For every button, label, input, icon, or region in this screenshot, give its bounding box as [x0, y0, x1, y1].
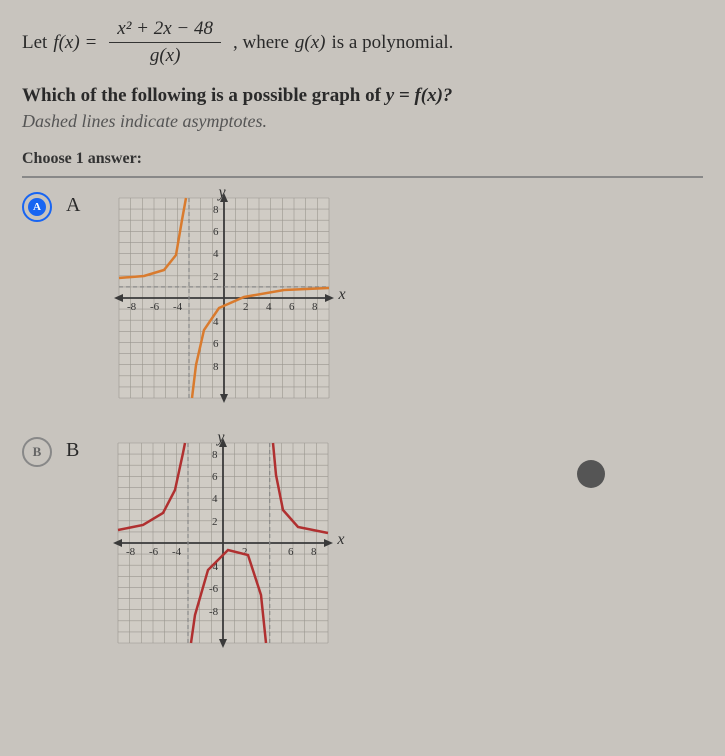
- fraction: x² + 2x − 48 g(x): [109, 18, 221, 67]
- svg-text:-8: -8: [126, 546, 136, 558]
- graph-b: y x -8-6-4 268 8642 -4-6-8: [113, 435, 343, 660]
- svg-text:8: 8: [312, 301, 318, 313]
- option-a[interactable]: A A y x -8-6-4 2468 8642 468: [22, 190, 703, 415]
- svg-text:6: 6: [289, 301, 295, 313]
- svg-text:-6: -6: [150, 301, 160, 313]
- divider: [22, 176, 703, 178]
- graph-a: y x -8-6-4 2468 8642 468: [114, 190, 344, 415]
- gx-text: g(x): [295, 32, 326, 54]
- denominator: g(x): [150, 43, 181, 67]
- let-text: Let: [22, 32, 47, 54]
- x-axis-label-a: x: [338, 286, 345, 304]
- question-text: Which of the following is a possible gra…: [22, 85, 703, 107]
- svg-text:8: 8: [212, 449, 218, 461]
- svg-text:2: 2: [243, 301, 249, 313]
- svg-text:4: 4: [266, 301, 272, 313]
- question-hint: Dashed lines indicate asymptotes.: [22, 111, 703, 132]
- option-a-label: A: [66, 194, 80, 217]
- svg-text:2: 2: [213, 271, 219, 283]
- svg-text:-4: -4: [173, 301, 183, 313]
- svg-text:6: 6: [212, 471, 218, 483]
- radio-b-letter: B: [33, 444, 42, 460]
- graph-b-svg: -8-6-4 268 8642 -4-6-8: [113, 435, 343, 655]
- graph-a-svg: -8 -6 -4 2 4 6 8 8 6 4 2 4 6 8: [114, 190, 344, 410]
- svg-text:2: 2: [212, 516, 218, 528]
- svg-text:-6: -6: [209, 583, 219, 595]
- choose-instruction: Choose 1 answer:: [22, 150, 703, 168]
- question-main: Which of the following is a possible gra…: [22, 85, 386, 106]
- svg-text:4: 4: [213, 248, 219, 260]
- svg-text:-6: -6: [149, 546, 159, 558]
- svg-text:2: 2: [242, 546, 248, 558]
- where-text: , where: [233, 32, 289, 54]
- svg-text:8: 8: [213, 361, 219, 373]
- radio-a[interactable]: A: [22, 192, 52, 222]
- ink-dot: [577, 460, 605, 488]
- svg-text:8: 8: [311, 546, 317, 558]
- x-axis-label-b: x: [337, 531, 344, 549]
- svg-text:6: 6: [288, 546, 294, 558]
- option-b-label: B: [66, 439, 79, 462]
- svg-text:4: 4: [212, 493, 218, 505]
- function-definition: Let f(x) = x² + 2x − 48 g(x) , where g(x…: [22, 18, 703, 67]
- polynomial-text: is a polynomial.: [332, 32, 454, 54]
- svg-text:8: 8: [213, 204, 219, 216]
- question-eq: y = f(x)?: [386, 85, 453, 106]
- svg-text:-8: -8: [127, 301, 137, 313]
- svg-text:6: 6: [213, 226, 219, 238]
- svg-text:-4: -4: [172, 546, 182, 558]
- svg-text:-8: -8: [209, 606, 219, 618]
- svg-text:4: 4: [213, 316, 219, 328]
- y-axis-label-b: y: [217, 429, 224, 447]
- radio-b[interactable]: B: [22, 437, 52, 467]
- y-axis-label-a: y: [218, 184, 225, 202]
- numerator: x² + 2x − 48: [109, 18, 221, 43]
- fx-equals: f(x) =: [53, 32, 97, 54]
- svg-text:6: 6: [213, 338, 219, 350]
- radio-a-letter: A: [33, 201, 41, 213]
